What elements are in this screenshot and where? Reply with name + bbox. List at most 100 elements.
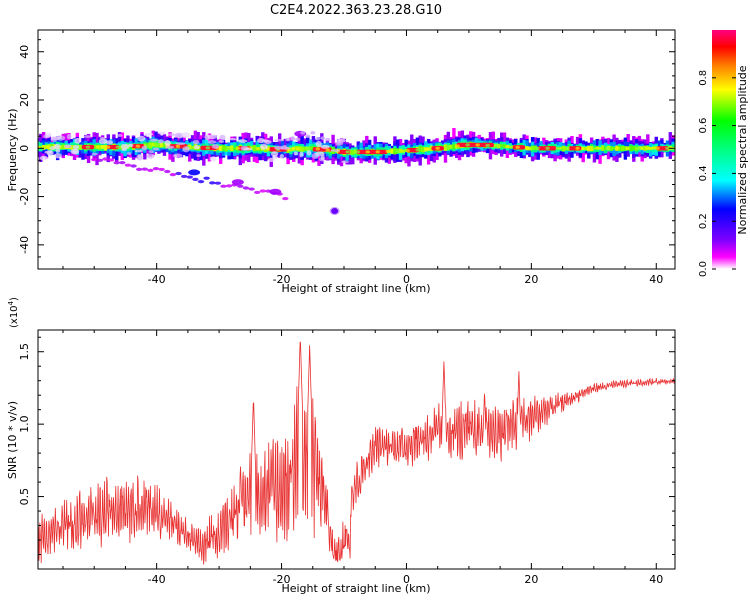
heatmap-cell <box>105 140 114 145</box>
heatmap-cell <box>421 147 425 153</box>
heatmap-cell <box>148 150 154 154</box>
x-tick-label: 0 <box>403 273 410 286</box>
heatmap-cell <box>299 151 304 158</box>
spectrogram-xlabel: Height of straight line (km) <box>281 282 430 295</box>
heatmap-cell <box>96 158 104 162</box>
heatmap-cell <box>259 143 268 150</box>
heatmap-cell <box>164 139 171 146</box>
snr-series-line <box>38 341 675 565</box>
x-tick-label: 40 <box>649 273 663 286</box>
heatmap-cell <box>290 136 296 141</box>
heatmap-cell <box>535 146 540 150</box>
heatmap-cell <box>85 145 91 149</box>
heatmap-cell <box>128 143 134 148</box>
heatmap-cell <box>502 143 507 154</box>
heatmap-cell <box>645 146 650 150</box>
heatmap-cell <box>365 150 370 154</box>
colorbar: 0.0 0.2 0.4 0.6 0.8 Normalized spectral ampl… <box>698 30 749 277</box>
heatmap-cell <box>615 146 620 150</box>
heatmap-cell <box>61 144 65 150</box>
spectrogram-heatmap <box>38 127 675 216</box>
heatmap-cell <box>259 189 267 193</box>
heatmap-cell <box>533 145 538 150</box>
heatmap-cell <box>502 144 507 149</box>
heatmap-cell <box>54 143 61 150</box>
heatmap-cell <box>274 139 284 142</box>
heatmap-cell <box>188 169 201 176</box>
x-tick-label: -20 <box>273 573 291 586</box>
heatmap-cell <box>515 145 520 149</box>
heatmap-cell <box>39 145 43 149</box>
heatmap-cell <box>237 139 248 143</box>
heatmap-cell <box>134 149 144 153</box>
heatmap-cell <box>46 150 54 157</box>
heatmap-cell <box>589 145 594 152</box>
heatmap-cell <box>456 142 494 148</box>
heatmap-cell <box>508 145 512 149</box>
heatmap-cell <box>656 146 669 151</box>
heatmap-cell <box>219 134 226 141</box>
heatmap-cell <box>629 145 633 152</box>
heatmap-cell <box>320 144 330 149</box>
heatmap-cell <box>58 145 63 150</box>
heatmap-cell <box>618 145 622 152</box>
heatmap-cell <box>279 154 284 159</box>
colorbar-label: Normalized spectral amplitude <box>736 65 749 234</box>
heatmap-cell <box>651 146 656 150</box>
heatmap-cell <box>157 139 164 144</box>
heatmap-cell <box>242 147 253 151</box>
heatmap-cell <box>141 167 148 171</box>
heatmap-cell <box>499 144 504 147</box>
heatmap-cell <box>325 137 331 142</box>
heatmap-cell <box>282 196 289 201</box>
heatmap-cell <box>172 153 183 158</box>
colorbar-tick-label: 0.8 <box>698 70 709 86</box>
heatmap-cell <box>41 144 46 150</box>
y-tick-label: 0.5 <box>18 488 31 506</box>
spectrogram-ylabel: Frequency (Hz) <box>6 109 19 192</box>
heatmap-cell <box>375 150 380 154</box>
heatmap-cell <box>113 161 120 165</box>
colorbar-tick-label: 0.6 <box>698 118 709 134</box>
heatmap-cell <box>193 145 200 150</box>
heatmap-cell <box>435 146 440 150</box>
figure-title: C2E4.2022.363.23.28.G10 <box>270 3 442 18</box>
heatmap-cell <box>115 145 121 149</box>
heatmap-cell <box>103 144 108 151</box>
heatmap-cell <box>105 145 111 149</box>
heatmap-cell <box>164 169 171 174</box>
heatmap-cell <box>281 144 287 149</box>
heatmap-cell <box>353 149 358 154</box>
heatmap-cell <box>263 140 272 145</box>
heatmap-cell <box>204 134 210 141</box>
heatmap-cell <box>331 208 339 215</box>
heatmap-cell <box>341 160 350 164</box>
heatmap-cell <box>162 142 167 148</box>
heatmap-cell <box>39 155 49 161</box>
heatmap-cell <box>135 144 141 148</box>
heatmap-cell <box>601 145 605 151</box>
heatmap-cell <box>561 145 566 152</box>
heatmap-cell <box>135 167 143 171</box>
heatmap-cell <box>228 137 237 141</box>
heatmap-cell <box>220 184 227 188</box>
heatmap-cell <box>225 146 231 150</box>
heatmap-cell <box>325 148 330 152</box>
heatmap-cell <box>598 147 602 150</box>
heatmap-cell <box>211 144 220 149</box>
heatmap-cell <box>258 146 262 152</box>
heatmap-cell <box>168 133 175 136</box>
snr-multiplier: (x104) <box>7 297 20 328</box>
heatmap-cell <box>83 135 92 138</box>
colorbar-tick-label: 0.2 <box>698 213 709 229</box>
heatmap-cell <box>130 164 137 168</box>
x-tick-label: 20 <box>524 273 538 286</box>
heatmap-cell <box>530 146 535 151</box>
heatmap-cell <box>585 146 590 150</box>
heatmap-cell <box>418 146 422 153</box>
heatmap-cell <box>475 143 480 147</box>
heatmap-cell <box>665 146 670 150</box>
y-tick-label: 40 <box>18 45 31 59</box>
heatmap-cell <box>120 143 129 150</box>
heatmap-cell <box>401 149 406 153</box>
